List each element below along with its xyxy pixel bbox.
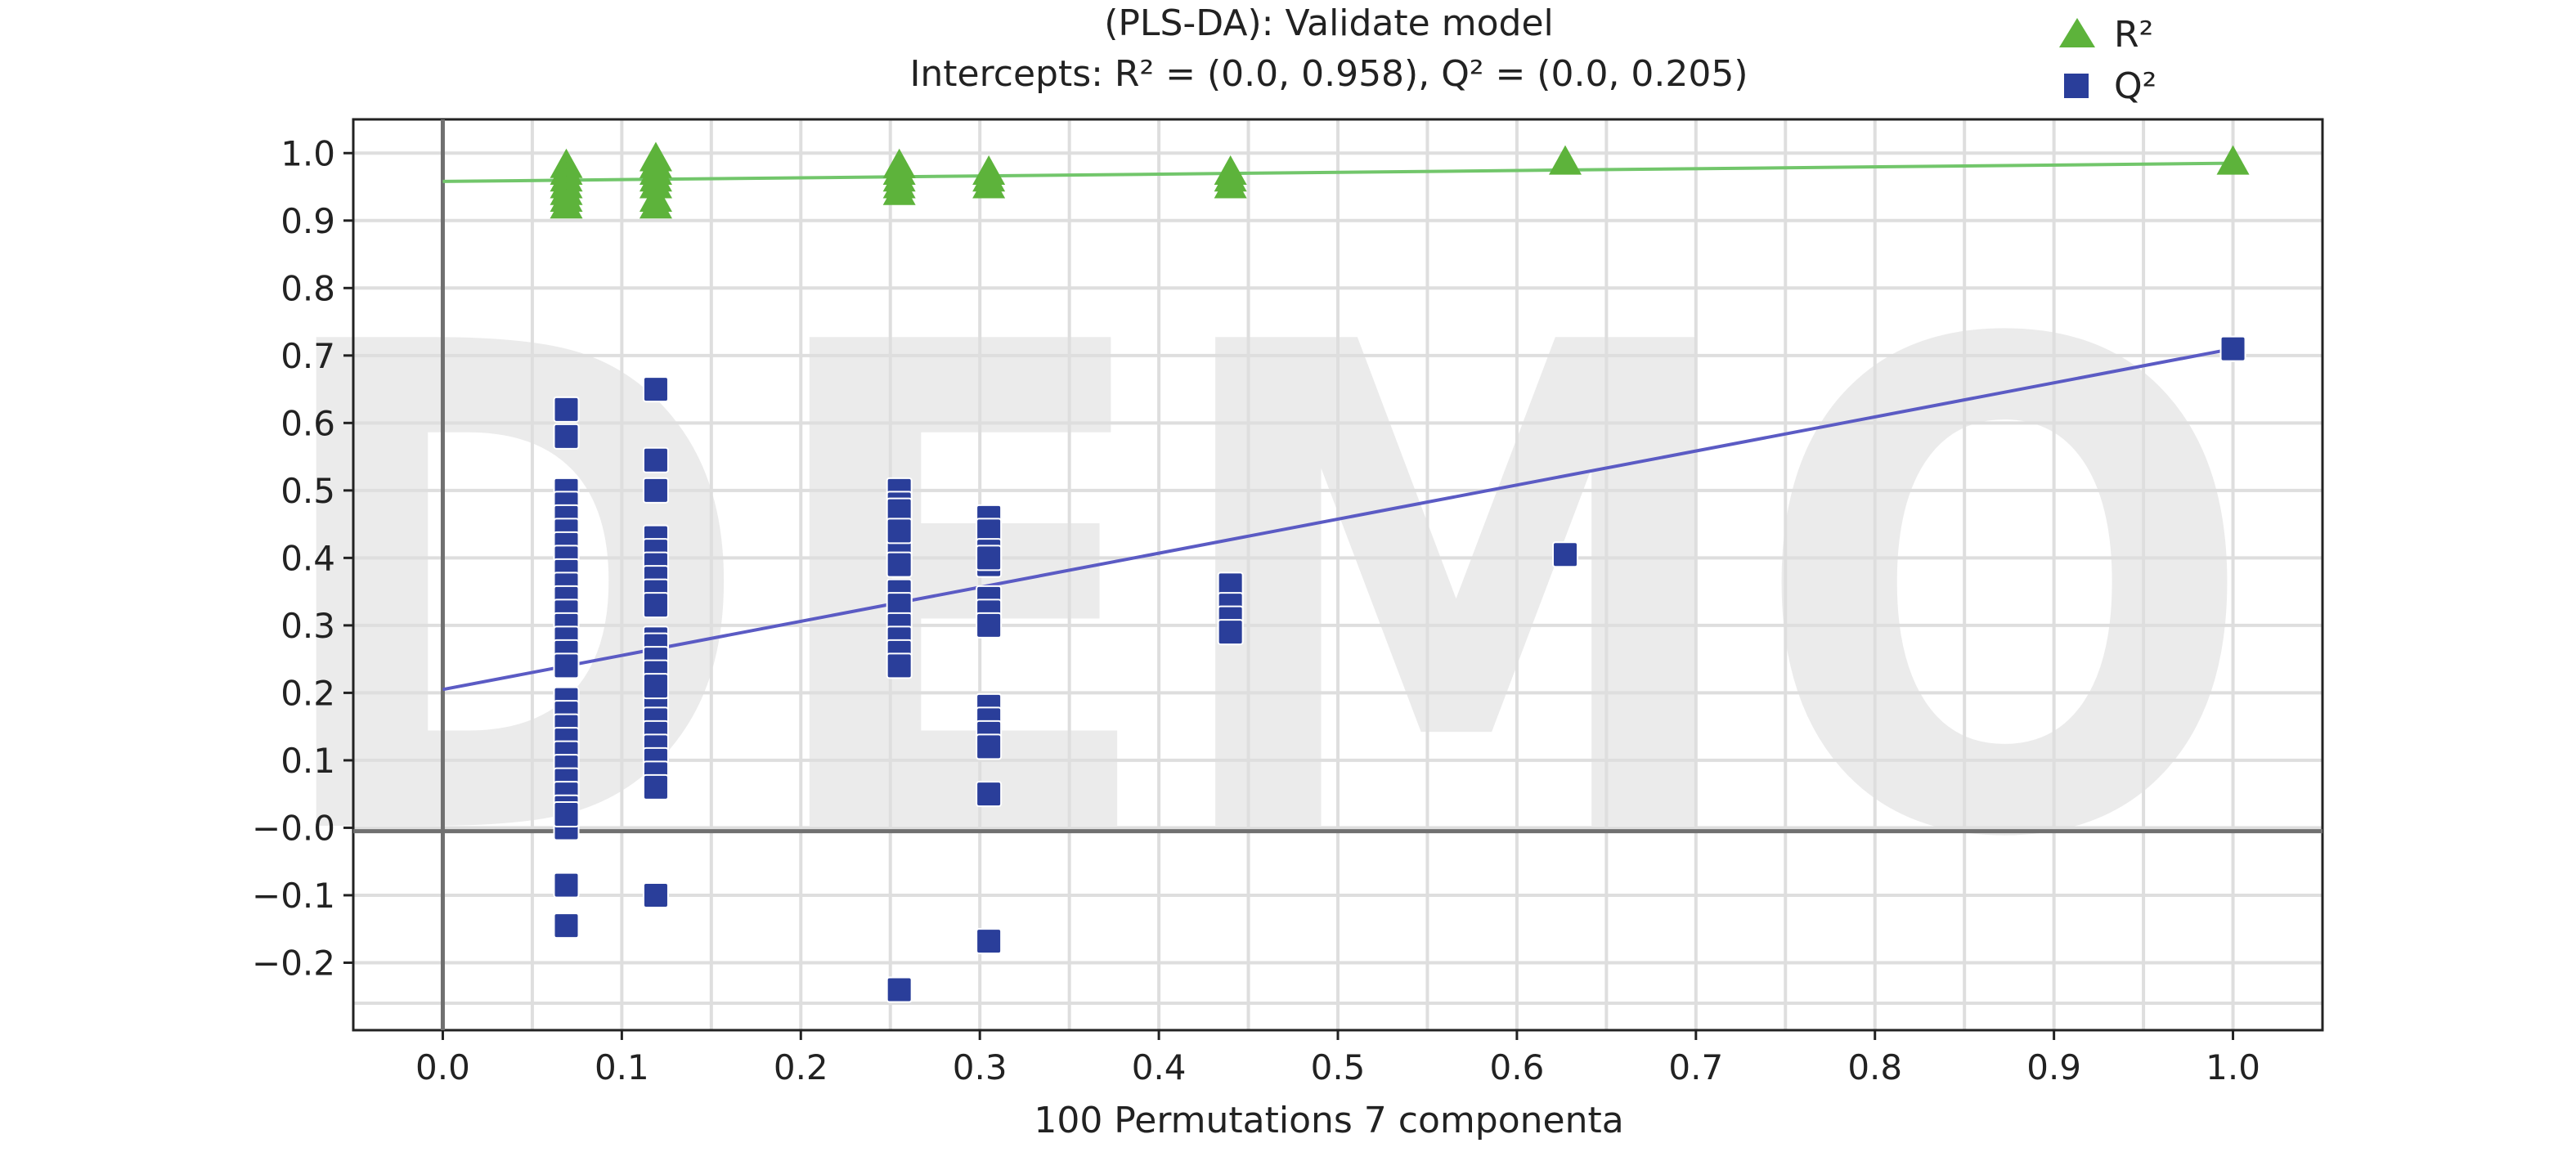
y-tick-label: −0.2 [252,943,335,983]
q2-point [886,551,913,578]
q2-point [976,545,1003,572]
r2-point [2216,145,2250,175]
q2-point [642,881,669,908]
y-tick-label: 0.7 [280,336,335,376]
q2-point [976,781,1003,808]
y-tick-label: 0.4 [280,538,335,578]
y-tick-label: 0.3 [280,606,335,646]
q2-point [976,733,1003,760]
q2-point [553,800,580,827]
x-tick-label: 0.8 [1847,1047,1902,1087]
x-tick-label: 0.0 [415,1047,470,1087]
r2-point [972,168,1006,199]
x-tick-label: 0.9 [2026,1047,2081,1087]
y-tick-label: −0.1 [252,876,335,916]
legend-q2-marker [2064,74,2089,98]
watermark-text: DEMO [262,204,2257,984]
watermark: DEMO [262,204,2257,984]
q2-point [886,652,913,679]
y-tick-label: 0.5 [280,471,335,511]
chart-title-line-1: (PLS-DA): Validate model [1104,2,1554,44]
x-tick-label: 0.2 [774,1047,828,1087]
q2-point [976,612,1003,639]
q2-point [553,912,580,939]
r2-point [639,189,672,219]
y-tick-label: 0.8 [280,268,335,308]
q2-point [976,928,1003,955]
y-tick-label: 0.2 [280,673,335,713]
x-tick-label: 0.7 [1668,1047,1723,1087]
q2-point [1552,541,1579,568]
q2-point [553,872,580,899]
q2-point [553,396,580,423]
q2-point [886,518,913,545]
x-tick-label: 0.1 [595,1047,649,1087]
q2-regression-line [442,347,2233,692]
y-tick-label: 0.9 [280,201,335,241]
q2-point [1217,619,1244,646]
q2-point [553,652,580,679]
q2-point [2219,335,2246,362]
x-tick-label: 1.0 [2206,1047,2260,1087]
q2-point [642,773,669,800]
legend-r2-label: R² [2114,14,2153,56]
x-tick-label: 0.6 [1490,1047,1545,1087]
r2-point [882,175,916,205]
x-tick-label: 0.3 [953,1047,1008,1087]
r2-point [550,189,583,219]
legend-r2-marker [2059,18,2095,47]
chart-title-line-2: Intercepts: R² = (0.0, 0.958), Q² = (0.0… [909,53,1748,95]
q2-point [642,446,669,473]
x-axis-title: 100 Permutations 7 componenta [1034,1100,1623,1141]
legend-q2-label: Q² [2114,65,2156,107]
q2-point [553,423,580,450]
y-tick-label: −0.0 [252,808,335,848]
r2-point [1214,168,1247,199]
q2-point [642,477,669,504]
r2-regression-line [442,161,2233,183]
legend: R² Q² [2059,14,2156,107]
y-tick-label: 0.1 [280,741,335,781]
q2-point [886,976,913,1003]
y-tick-label: 0.6 [280,403,335,443]
x-tick-label: 0.5 [1311,1047,1366,1087]
x-tick-label: 0.4 [1132,1047,1187,1087]
y-tick-label: 1.0 [280,133,335,173]
q2-point [642,376,669,403]
r2-point [1549,145,1582,175]
q2-point [642,673,669,700]
q2-point [642,592,669,619]
